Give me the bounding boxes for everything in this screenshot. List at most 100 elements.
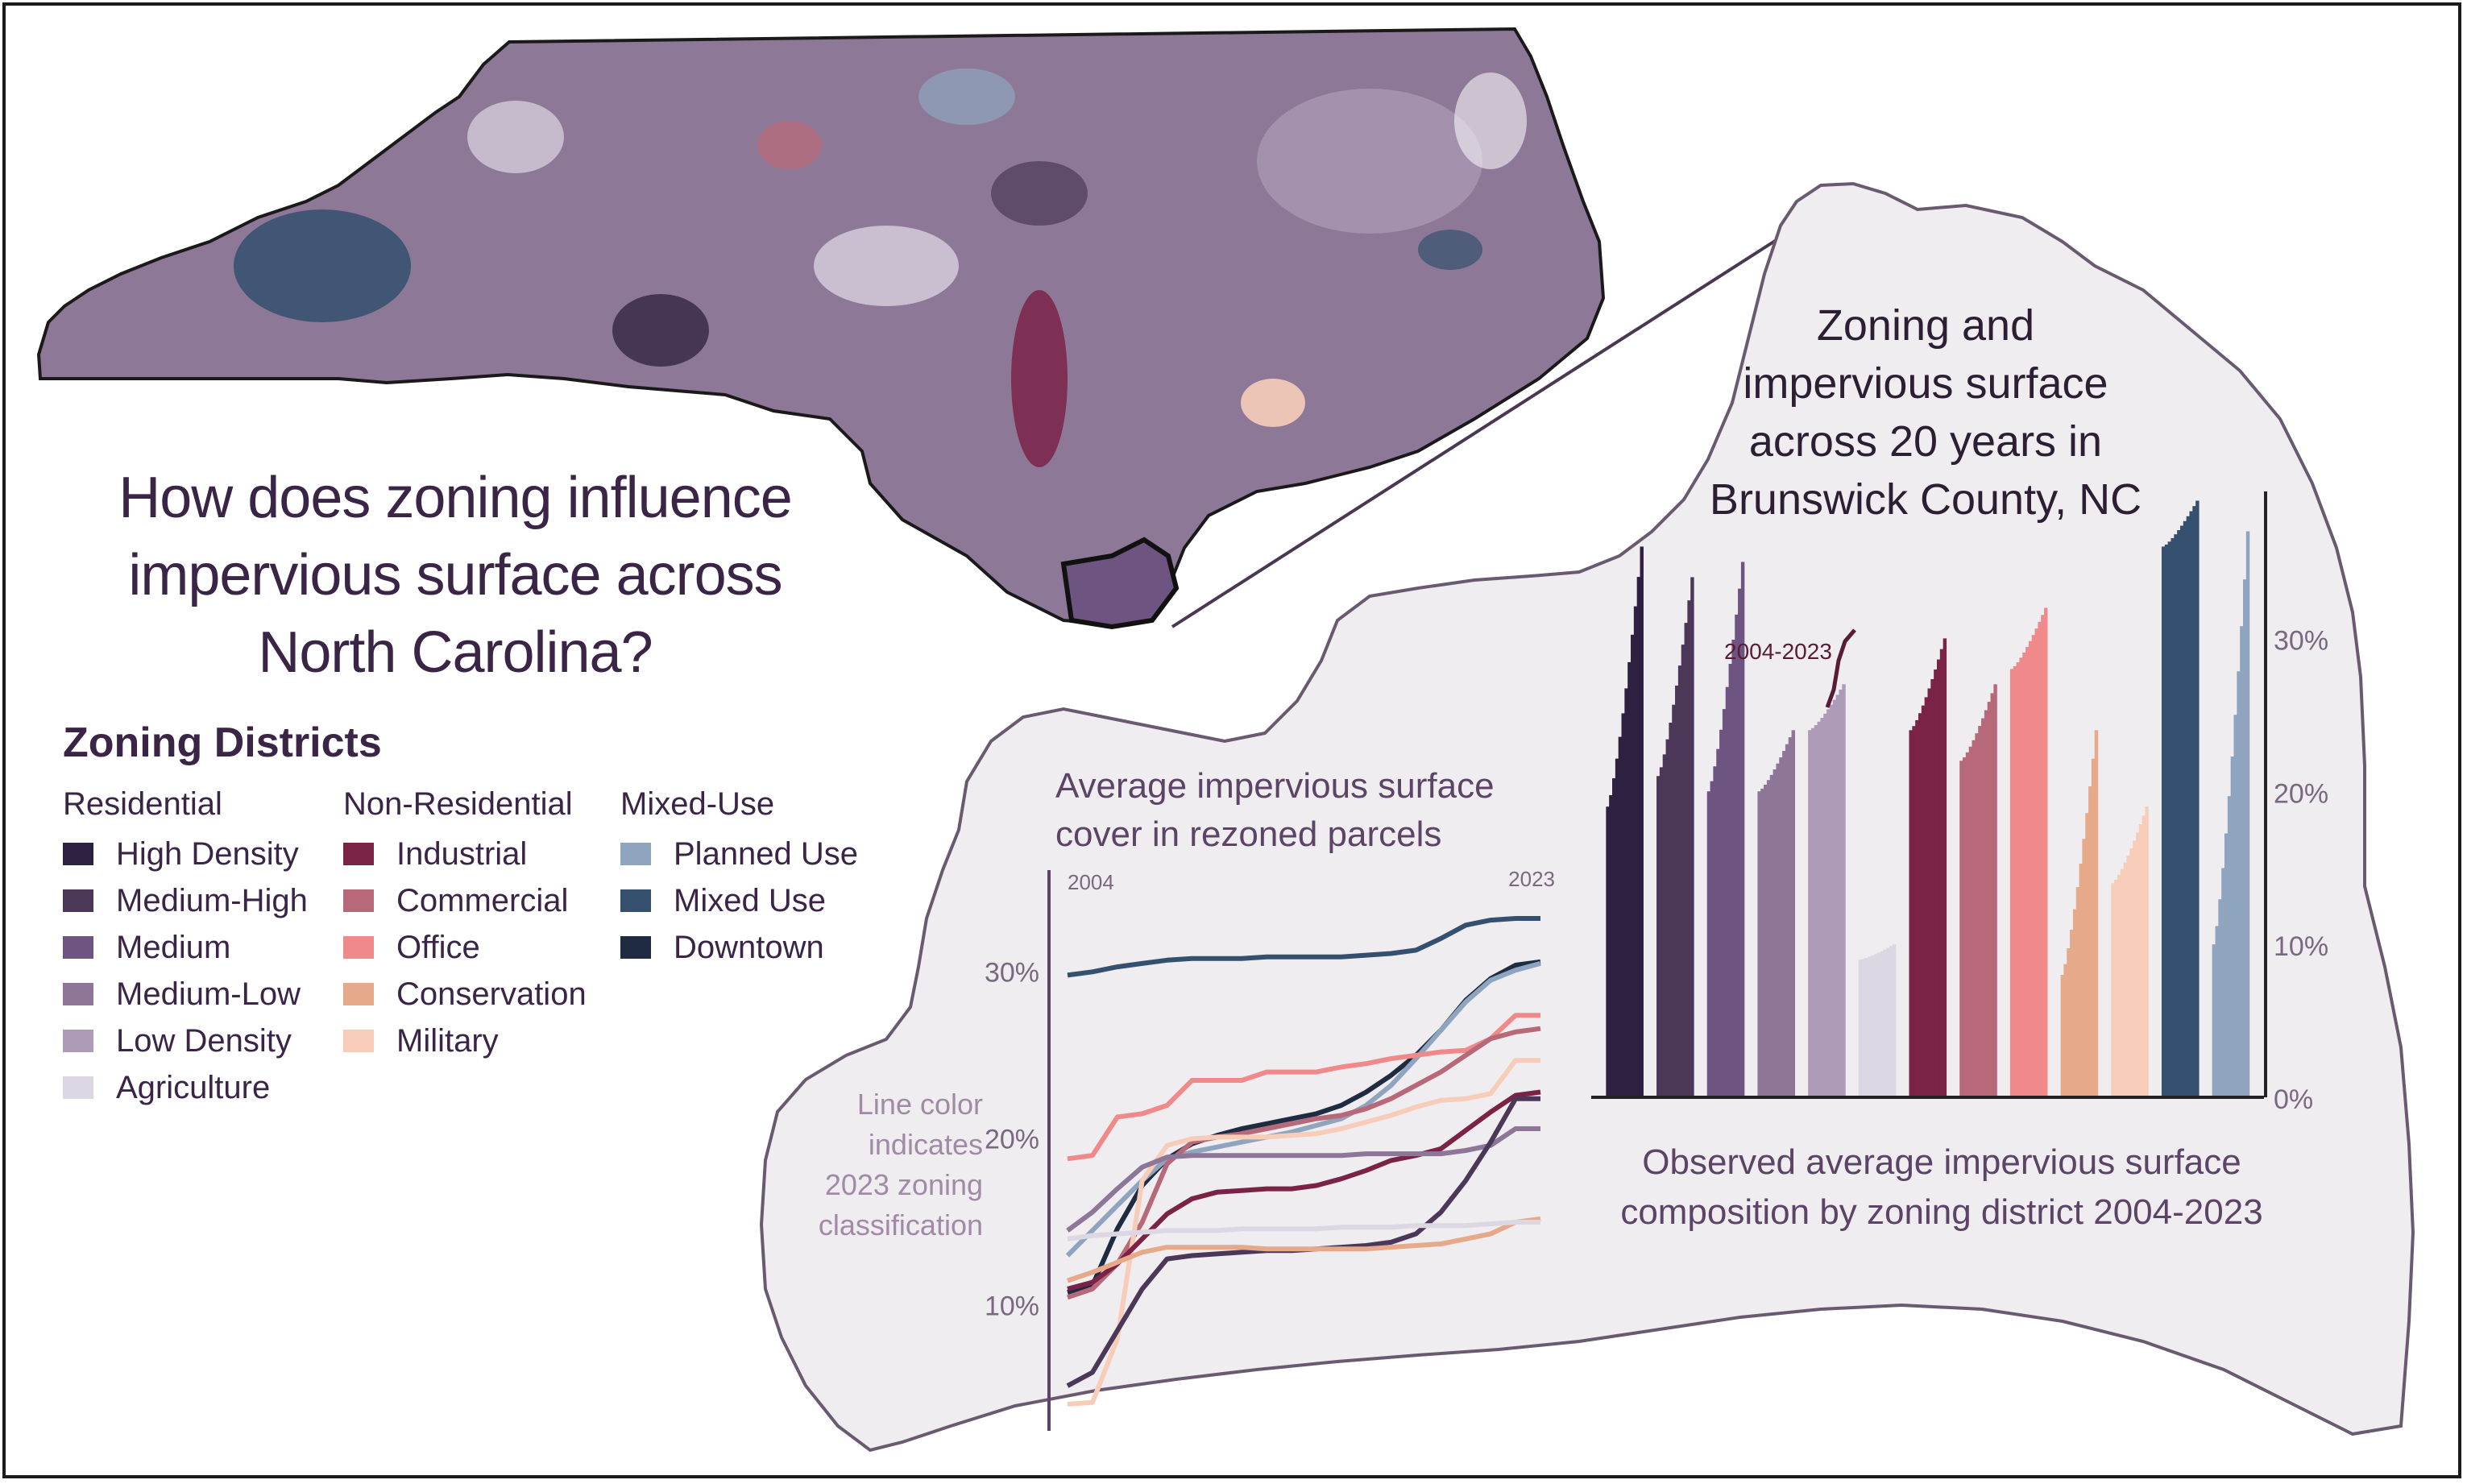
bar-strip [1710,781,1714,1097]
bar-strip [2242,579,2247,1097]
brunswick-county-silhouette [759,181,2415,1453]
bar-strip [1959,761,1963,1097]
legend-label: Medium-High [116,882,308,918]
map-patch-mixed-use [234,209,411,322]
bar-chart-caption-line: composition by zoning district 2004-2023 [1620,1192,2263,1232]
line-series-office [1067,1013,1540,1162]
bar-strip [1993,684,1997,1097]
bar-strip [2212,944,2216,1097]
bar-strip [1665,739,1669,1097]
bar-strip [1978,726,1982,1097]
legend-label: Military [396,1022,499,1059]
bar-strip [2133,840,2137,1097]
bar-strip [1990,693,1994,1097]
map-patch-east [1257,89,1482,234]
bar-strip [1618,736,1623,1097]
brunswick-county-outline [1060,537,1180,630]
legend-label: Downtown [674,929,824,965]
bar-strip [2060,975,2065,1097]
bar-strip [1943,638,1947,1097]
map-patch-planned [918,68,1015,125]
bar-strip [2094,730,2099,1097]
bar-strip [1876,952,1881,1097]
line-chart-tick-label: 10% [985,1291,1039,1322]
bar-strip [2221,868,2225,1097]
bar-strip [1835,694,1840,1097]
legend-item: Military [343,1018,587,1064]
map-patch-agriculture [814,226,959,306]
map-patch-sound [1454,73,1527,169]
bar-strip [2145,806,2149,1097]
legend-label: High Density [116,835,299,872]
bar-strip [1930,678,1934,1097]
bar-chart-tick-label: 30% [2274,625,2328,656]
bar-strip [1627,661,1632,1097]
line-chart-x-end-label: 2023 [1508,867,1555,891]
bar-chart-annotation: 2004-2023 [1724,639,1832,664]
bar-strip [1968,746,1973,1097]
bar-strip [1735,614,1739,1097]
bar-chart-title-line: Brunswick County, NC [1709,475,2142,524]
line-chart-note-line: classification [818,1208,983,1242]
legend-label: Mixed Use [674,882,826,918]
bar-strip [1842,684,1846,1097]
bar-strip [1636,577,1641,1097]
bar-strip [1791,730,1796,1097]
bar-strip [1921,705,1926,1097]
bar-strip [2072,909,2077,1097]
legend-label: Medium [116,929,231,965]
bar-chart-title-line: across 20 years in [1748,417,2103,466]
bar-strip [1615,758,1619,1097]
main-title-line: How does zoning influence [118,466,793,530]
bar-strip [1924,697,1929,1097]
bar-chart-caption-line: Observed average impervious surface [1642,1142,2241,1182]
legend-swatch [620,936,651,959]
bar-strip [2195,500,2200,1097]
line-chart-title: Average impervious surface cover in rezo… [1055,762,1495,859]
bar-strip [1773,769,1777,1097]
bar-strip [1820,718,1824,1097]
line-chart-tick-label: 20% [985,1124,1039,1154]
legend-swatch [343,983,374,1005]
bar-strip [1823,713,1827,1097]
legend-item: Conservation [343,971,587,1018]
bar-strip [1728,663,1732,1097]
bar-strip [2019,657,2023,1097]
bar-strip [1776,763,1780,1097]
bar-strip [2218,899,2222,1097]
legend-swatch [343,1030,374,1052]
bar-strip [1738,588,1742,1097]
bar-strip [2179,525,2184,1097]
bar-strip [1873,954,1878,1097]
bar-strip [1740,562,1745,1097]
bar-strip [1785,744,1789,1097]
bar-strip [2215,926,2219,1097]
bar-strip [1975,733,1979,1097]
bar-strip [1624,688,1628,1097]
map-patch-coast [1418,230,1482,270]
bar-strip [1681,645,1685,1097]
bar-strip [2111,883,2115,1097]
bar-strip [1731,639,1735,1097]
legend-swatch [63,983,93,1005]
bar-strip [1713,766,1717,1097]
bar-strip [2224,833,2229,1097]
legend-swatch [63,889,93,912]
bar-strip [2016,662,2020,1097]
line-chart-title-line: cover in rezoned parcels [1055,815,1442,854]
bar-strip [1677,665,1682,1097]
bar-strip [1817,721,1822,1097]
bar-strip [1706,791,1711,1097]
bar-strip [1766,780,1771,1097]
bar-strip [1963,757,1967,1097]
bar-strip [2240,626,2244,1097]
bar-strip [1656,776,1661,1097]
bar-strip [1939,649,1944,1097]
bar-strip [2183,520,2187,1097]
bar-strip [2171,537,2175,1097]
bar-strip [1829,704,1834,1097]
bar-strip [1868,956,1872,1097]
bar-strip [2126,856,2130,1097]
bar-strip [1719,729,1723,1097]
